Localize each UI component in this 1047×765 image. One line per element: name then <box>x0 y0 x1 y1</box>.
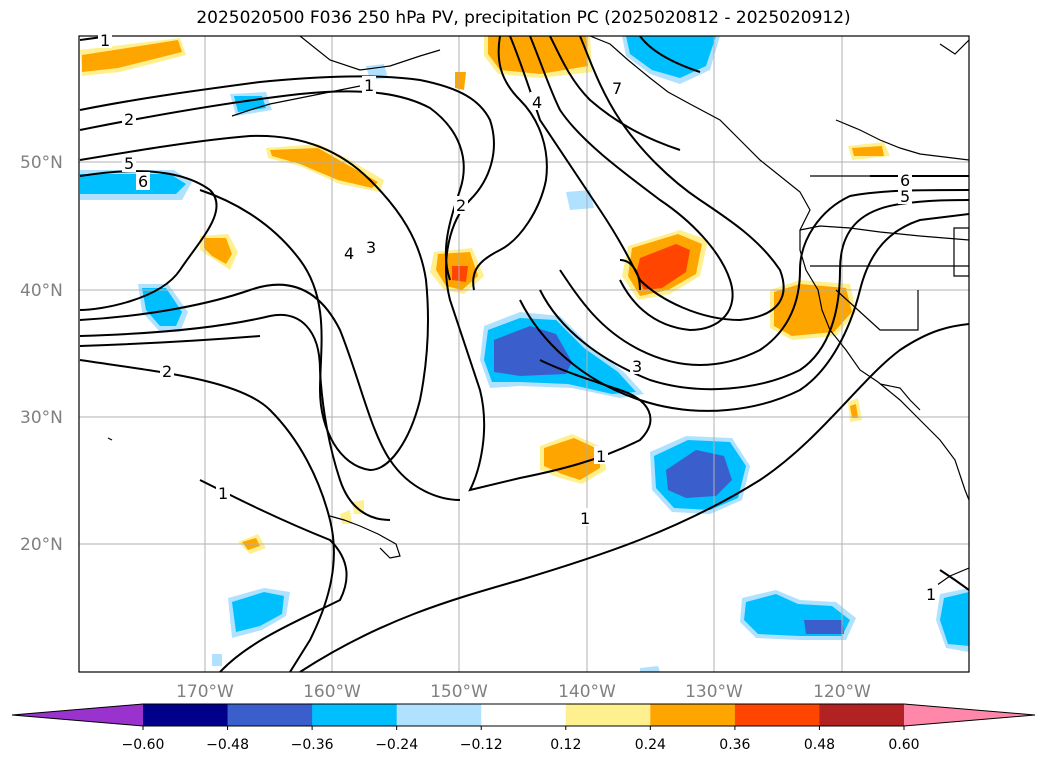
colorbar-tick-label: 0.36 <box>719 737 750 753</box>
lat-label: 20°N <box>20 535 63 555</box>
contour-label: 5 <box>124 154 134 173</box>
graticule <box>79 36 969 672</box>
colorbar-segment <box>734 704 820 726</box>
colorbar-segment <box>481 704 567 726</box>
lon-label: 130°W <box>685 682 743 702</box>
colorbar-tick-label: −0.24 <box>375 737 418 753</box>
contour-label: 1 <box>926 585 936 604</box>
colorbar-tick-label: 0.60 <box>888 737 919 753</box>
lon-label: 170°W <box>176 682 234 702</box>
contour-label: 5 <box>900 187 910 206</box>
longitude-labels: 170°W 160°W 150°W 140°W 130°W 120°W <box>176 682 871 702</box>
lon-label: 140°W <box>558 682 616 702</box>
colorbar-tick-label: 0.24 <box>635 737 666 753</box>
contour-label: 2 <box>124 110 134 129</box>
colorbar-tick-label: −0.36 <box>291 737 334 753</box>
colorbar-tick-label: −0.12 <box>460 737 503 753</box>
colorbar-segment <box>565 704 651 726</box>
contour-label: 1 <box>364 76 374 95</box>
contour-label: 6 <box>138 172 148 191</box>
colorbar-tick-label: 0.12 <box>550 737 581 753</box>
contour-label: 2 <box>162 362 172 381</box>
colorbar-segment <box>227 704 313 726</box>
colorbar-extend-low <box>12 704 143 726</box>
lat-label: 30°N <box>20 408 63 428</box>
contour-label: 1 <box>100 31 110 50</box>
colorbar-tick-label: 0.48 <box>804 737 835 753</box>
contour-label: 4 <box>344 244 354 263</box>
contour-label: 6 <box>900 171 910 190</box>
lat-label: 50°N <box>20 153 63 173</box>
precip-negative-anomalies <box>80 36 969 672</box>
colorbar-segment <box>143 704 229 726</box>
coastlines <box>107 36 969 591</box>
contour-label: 7 <box>612 79 622 98</box>
colorbar-segment <box>312 704 398 726</box>
map-title: 2025020500 F036 250 hPa PV, precipitatio… <box>196 8 851 28</box>
colorbar-segment <box>396 704 482 726</box>
latitude-labels: 50°N 40°N 30°N 20°N <box>20 153 63 555</box>
map-frame <box>78 35 970 673</box>
contour-label: 1 <box>218 484 228 503</box>
colorbar: −0.60 −0.48 −0.36 −0.24 −0.12 0.12 0.24 0.36 0.4… <box>11 703 1036 753</box>
colorbar-segment <box>819 704 905 726</box>
contour-label: 3 <box>366 238 376 257</box>
lon-label: 150°W <box>430 682 488 702</box>
contour-label: 3 <box>632 357 642 376</box>
colorbar-segment <box>650 704 736 726</box>
lon-label: 120°W <box>813 682 871 702</box>
colorbar-extend-high <box>904 704 1035 726</box>
lon-label: 160°W <box>303 682 361 702</box>
contour-label: 1 <box>596 447 606 466</box>
contour-label: 1 <box>580 509 590 528</box>
contour-label: 4 <box>532 93 542 112</box>
lat-label: 40°N <box>20 281 63 301</box>
colorbar-tick-label: −0.60 <box>122 737 165 753</box>
colorbar-tick-label: −0.48 <box>206 737 249 753</box>
contour-label: 2 <box>456 196 466 215</box>
pv-contour-labels: 1 2 5 6 1 4 7 2 3 4 2 3 1 1 1 6 5 1 <box>98 31 938 604</box>
